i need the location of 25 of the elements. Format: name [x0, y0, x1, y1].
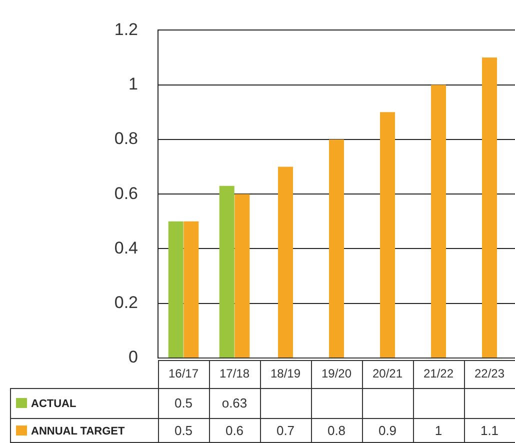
data-label: 0.7	[276, 423, 295, 438]
y-tick-label: 0.6	[114, 184, 138, 203]
data-label: 0.8	[327, 423, 346, 438]
y-tick-label: 0.2	[114, 293, 138, 312]
legend-label: ACTUAL	[31, 398, 76, 410]
y-tick-label: 1.2	[114, 20, 138, 39]
x-tick-label: 16/17	[168, 366, 199, 381]
y-tick-label: 1	[128, 74, 138, 94]
data-label: 0.6	[225, 423, 244, 438]
y-tick-label: 0.4	[114, 238, 138, 258]
data-label: 0.5	[174, 396, 193, 411]
x-tick-label: 21/22	[423, 366, 454, 381]
x-tick-label: 17/18	[219, 366, 250, 381]
x-tick-label: 18/19	[270, 366, 301, 381]
data-label: o.63	[222, 396, 248, 411]
x-tick-label: 19/20	[321, 366, 352, 381]
y-tick-label: 0	[128, 348, 138, 367]
data-label: 1	[434, 423, 442, 438]
y-tick-label: 0.8	[114, 129, 138, 148]
data-label: 0.9	[378, 423, 397, 438]
data-label: 0.5	[174, 423, 193, 438]
legend-label: ANNUAL TARGET	[31, 426, 125, 438]
data-label: 1.1	[480, 423, 499, 438]
x-tick-label: 22/23	[474, 366, 505, 381]
x-tick-label: 20/21	[372, 366, 403, 381]
